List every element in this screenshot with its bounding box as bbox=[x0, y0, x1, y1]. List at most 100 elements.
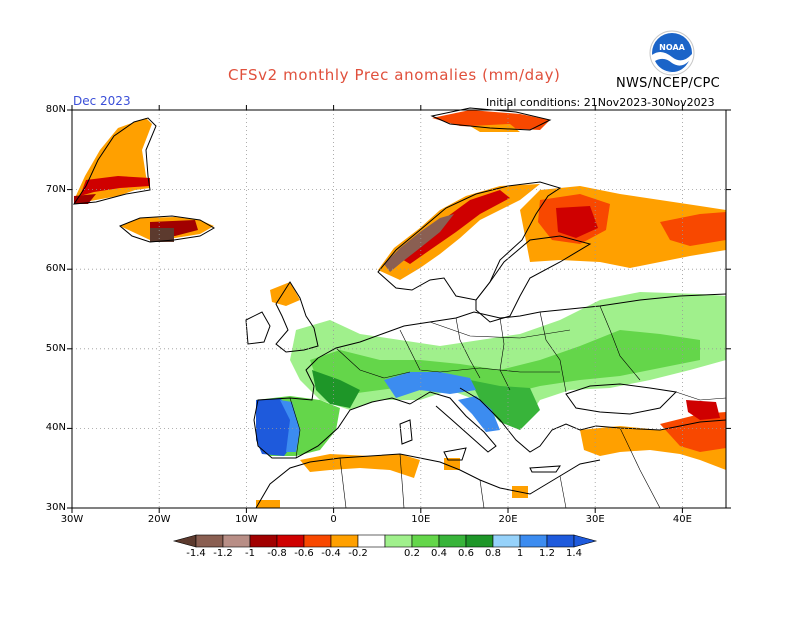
colorbar-swatch bbox=[276, 534, 305, 548]
anomaly-patch-biscay bbox=[312, 370, 360, 408]
coastline-baltic bbox=[475, 235, 592, 323]
border-line bbox=[339, 457, 347, 509]
logo-text: NOAA bbox=[659, 43, 685, 52]
anomaly-patch-caucasus bbox=[686, 400, 720, 420]
colorbar-swatch bbox=[330, 534, 359, 548]
anomaly-patch-norway-red bbox=[400, 190, 510, 264]
lon-label: 10W bbox=[235, 514, 258, 525]
lat-label: 50N bbox=[45, 342, 66, 354]
lat-label: 80N bbox=[45, 104, 66, 115]
lon-label: 0 bbox=[330, 514, 337, 525]
colorbar-label: 0.6 bbox=[458, 548, 474, 559]
colorbar-label: -1 bbox=[245, 548, 255, 559]
anomaly-patch-iceland-brown bbox=[150, 228, 174, 242]
border-line bbox=[499, 317, 511, 391]
initial-conditions: Initial conditions: 21Nov2023-30Nov2023 bbox=[486, 96, 715, 109]
colorbar-swatch bbox=[303, 534, 332, 548]
colorbar-label: -1.2 bbox=[213, 548, 233, 559]
colorbar-swatch bbox=[465, 534, 494, 548]
lat-label: 40N bbox=[45, 422, 66, 434]
lon-label: 10E bbox=[411, 514, 431, 525]
lat-label: 30N bbox=[45, 502, 66, 513]
colorbar-swatch bbox=[249, 534, 278, 548]
coastline-balkans bbox=[459, 387, 727, 453]
border-line bbox=[675, 391, 727, 401]
lon-label: 40E bbox=[672, 514, 692, 525]
coastline-sardinia bbox=[399, 419, 413, 445]
anomaly-patch-adriatic bbox=[458, 396, 500, 432]
anomaly-patch-finland-dark bbox=[556, 206, 598, 238]
coastline-sicily bbox=[443, 447, 467, 461]
coastline-scandinavia bbox=[377, 181, 562, 301]
coastline-mainland bbox=[317, 293, 727, 359]
border-line bbox=[439, 367, 560, 373]
anomaly-patch-iberia-blue bbox=[256, 398, 296, 456]
colorbar-swatch bbox=[546, 534, 575, 548]
colorbar-swatch bbox=[438, 534, 467, 548]
colorbar-label: -0.6 bbox=[294, 548, 314, 559]
coastline-iceland bbox=[119, 215, 216, 243]
border-line bbox=[619, 427, 661, 509]
colorbar-label: 1.4 bbox=[566, 548, 582, 559]
coastline-ireland bbox=[245, 311, 271, 345]
axis-ticks bbox=[67, 105, 731, 513]
colorbar-swatch bbox=[384, 534, 413, 548]
border-line bbox=[455, 317, 481, 379]
colorbar-arrow-high bbox=[573, 534, 598, 548]
anomaly-patch-turkey-red bbox=[660, 412, 726, 452]
anomaly-patch-east-red bbox=[660, 212, 726, 246]
anomaly-patch-balkans bbox=[470, 380, 540, 430]
lon-label: 30E bbox=[585, 514, 605, 525]
border-line bbox=[335, 347, 411, 379]
anomaly-patch-africa-west bbox=[300, 454, 420, 478]
border-line bbox=[429, 321, 571, 339]
noaa-logo-icon: NOAA bbox=[649, 30, 695, 76]
colorbar-swatch bbox=[357, 534, 386, 548]
colorbar-swatch bbox=[222, 534, 251, 548]
anomaly-patch-africa-dot1 bbox=[256, 500, 280, 508]
lat-label: 60N bbox=[45, 263, 66, 275]
lon-label: 20W bbox=[147, 514, 171, 525]
map-frame bbox=[71, 109, 727, 509]
lat-label: 70N bbox=[45, 183, 66, 195]
colorbar-label: 0.4 bbox=[431, 548, 447, 559]
colorbar-label: -0.2 bbox=[348, 548, 368, 559]
border-line bbox=[399, 453, 405, 509]
border-line bbox=[399, 329, 441, 373]
coastlines bbox=[73, 107, 727, 509]
colorbar-label: -1.4 bbox=[186, 548, 206, 559]
colorbar-swatch bbox=[492, 534, 521, 548]
anomaly-patch-norway bbox=[378, 184, 540, 280]
colorbar-label: -0.8 bbox=[267, 548, 287, 559]
colorbar-label: 0.8 bbox=[485, 548, 501, 559]
coastline-britain bbox=[275, 281, 319, 353]
colorbar-swatch bbox=[411, 534, 440, 548]
colorbar-label: 0.2 bbox=[404, 548, 420, 559]
coastline-greenland bbox=[73, 117, 157, 205]
map-title: CFSv2 monthly Prec anomalies (mm/day) bbox=[228, 66, 561, 84]
anomaly-patch-greenland-red bbox=[80, 176, 150, 196]
forecast-month: Dec 2023 bbox=[73, 94, 131, 108]
anomaly-patch-norway-brown bbox=[384, 214, 454, 272]
anomaly-patch-scotland bbox=[270, 282, 300, 306]
colorbar-label: 1 bbox=[516, 548, 524, 559]
colorbar-label: -0.4 bbox=[321, 548, 341, 559]
country-borders bbox=[289, 305, 727, 509]
agency-label: NWS/NCEP/CPC bbox=[616, 76, 721, 91]
border-line bbox=[559, 475, 567, 509]
colorbar bbox=[172, 534, 598, 548]
coastline-crete bbox=[529, 465, 561, 473]
lon-label: 30W bbox=[60, 514, 84, 525]
anomaly-shading bbox=[74, 110, 726, 508]
coastline-black-sea bbox=[565, 383, 678, 415]
border-line bbox=[599, 305, 641, 381]
border-line bbox=[289, 397, 301, 459]
coastline-africa bbox=[255, 453, 601, 509]
colorbar-swatch bbox=[519, 534, 548, 548]
anomaly-patch-africa-dot3 bbox=[444, 458, 460, 470]
border-line bbox=[479, 479, 485, 509]
gridlines bbox=[72, 110, 726, 508]
lon-label: 20E bbox=[498, 514, 518, 525]
border-line bbox=[539, 311, 567, 393]
